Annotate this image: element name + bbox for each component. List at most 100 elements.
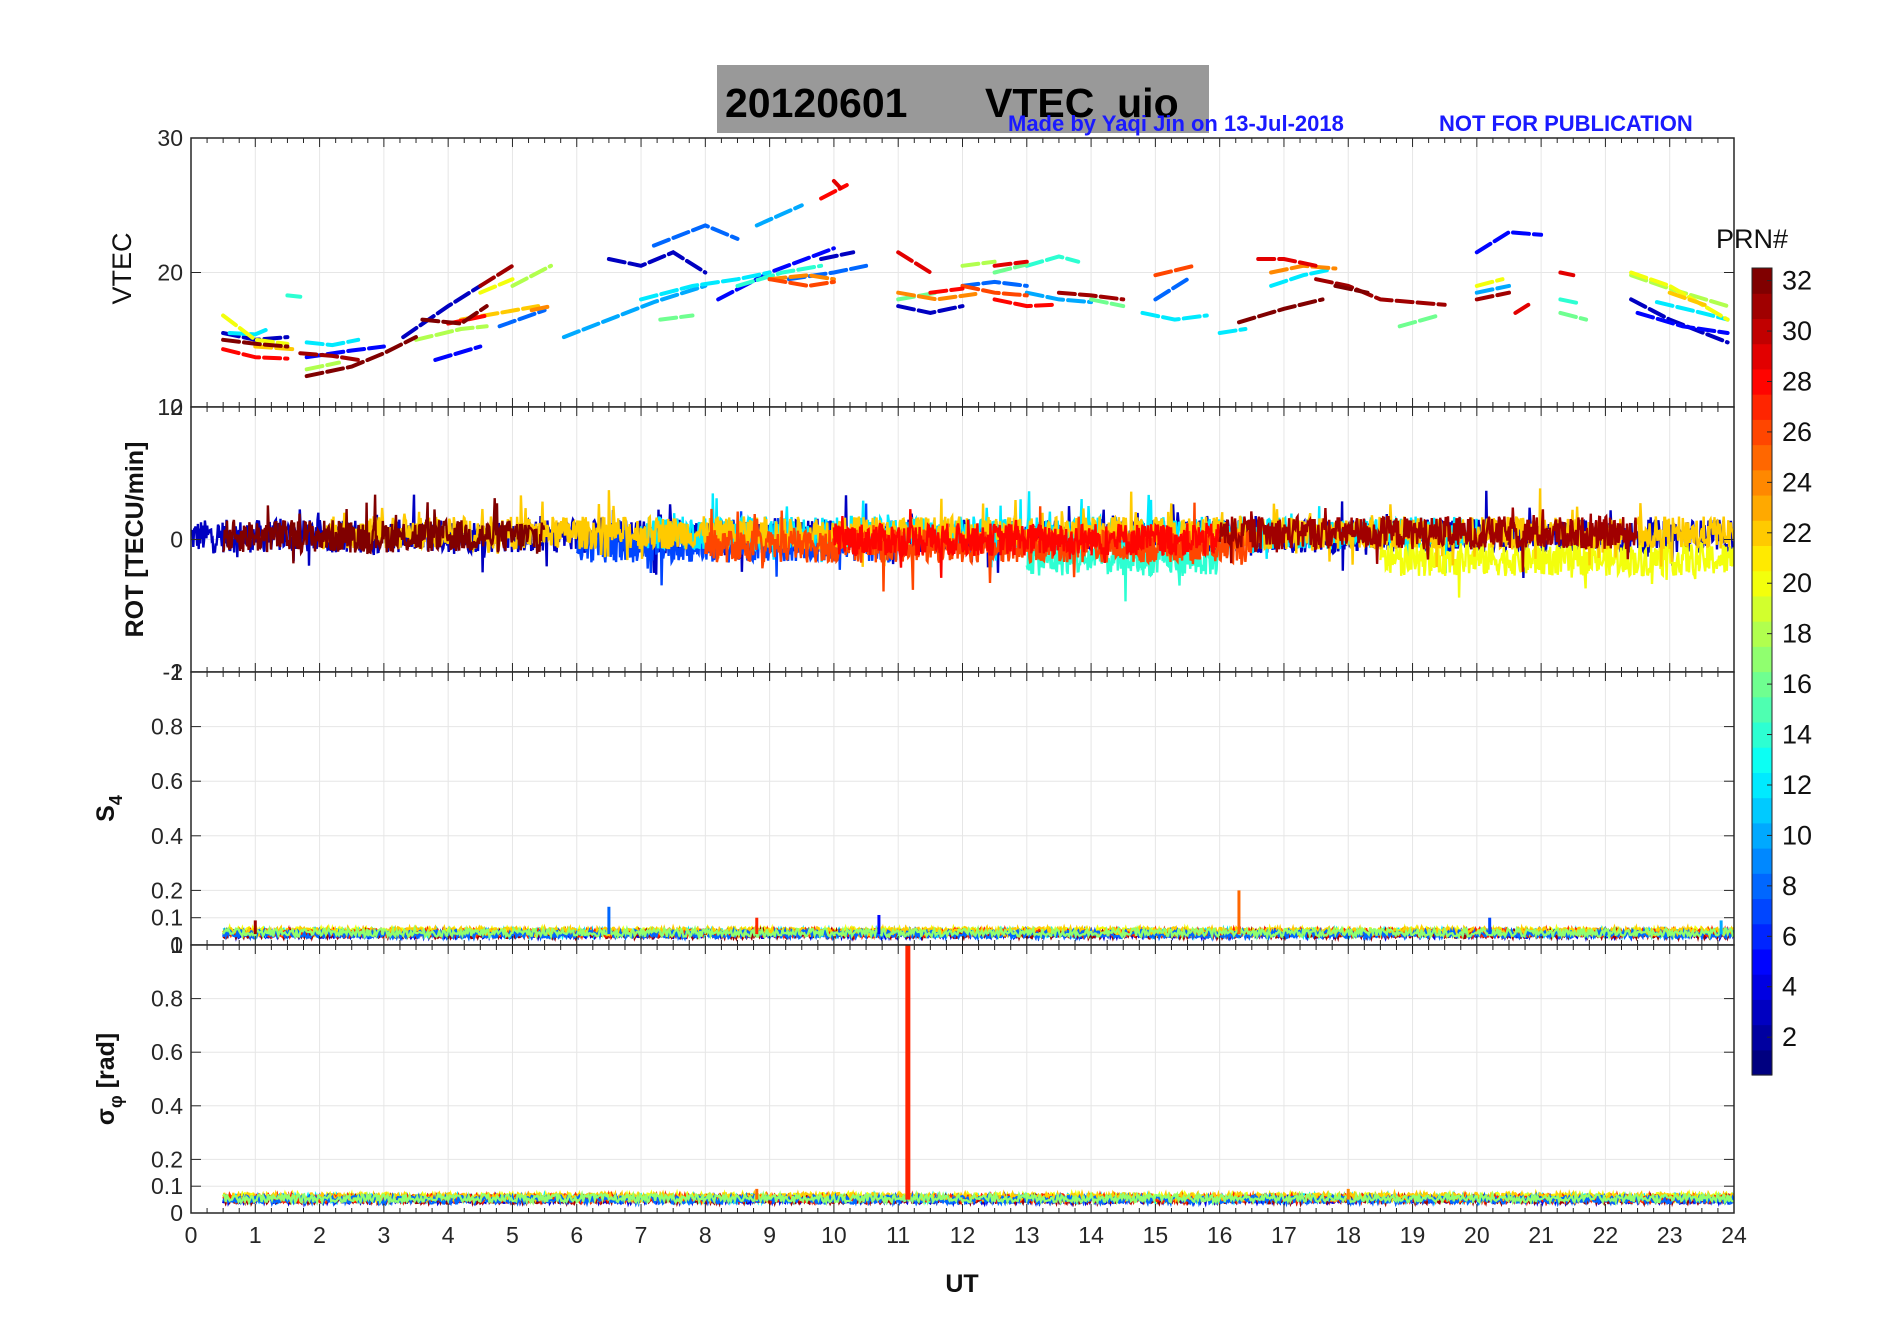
vtec-prn-28-arc	[819, 183, 849, 201]
sigphi-ytick-label: 0.1	[151, 1173, 183, 1199]
colorbar-tick-label: 6	[1782, 921, 1797, 951]
colorbar-swatch	[1752, 747, 1772, 773]
vtec-prn-32-arc	[221, 337, 290, 349]
vtec-prn-26-arc	[960, 283, 1029, 298]
s4-ylabel-main: S	[92, 805, 120, 822]
vtec-ytick-label: 20	[157, 260, 183, 286]
x-tick-label: 19	[1400, 1222, 1426, 1248]
sigphi-ylabel-suffix: [rad]	[92, 1033, 120, 1096]
vtec-prn-5-arc	[433, 344, 483, 362]
x-axis: 0 1 2 3 4 5 6 7 8 9 10 11 12 13 14 15 16 17 18 19 20 21 22 23 24	[185, 1222, 1747, 1248]
rot-prn-31-trace	[1218, 507, 1639, 572]
vtec-prn-3-arc	[896, 304, 965, 315]
x-tick-label: 12	[950, 1222, 976, 1248]
colorbar-swatch	[1752, 721, 1772, 748]
vtec-prn-12-arc	[1217, 327, 1248, 335]
vtec-prn-24-arc	[529, 304, 553, 313]
vtec-prn-14-arc	[1558, 297, 1582, 306]
vtec-prn-28-arc	[221, 347, 290, 361]
x-tick-label: 22	[1593, 1222, 1619, 1248]
rot-prn-28-trace	[832, 509, 1221, 578]
colorbar-swatch	[1752, 646, 1772, 673]
colorbar-swatch	[1752, 898, 1772, 925]
colorbar-tick-label: 2	[1782, 1022, 1797, 1052]
colorbar-swatch	[1752, 848, 1772, 874]
colorbar-swatch	[1752, 671, 1772, 698]
vtec-prn-3-arc	[606, 250, 708, 275]
s4-ytick-label: 1	[170, 659, 183, 685]
vtec-prn-5-arc	[1635, 310, 1730, 335]
colorbar-swatch	[1752, 772, 1772, 799]
vtec-prn-22-arc	[1667, 290, 1711, 309]
rot-ylabel: ROT [TECU/min]	[121, 442, 149, 638]
vtec-prn-16-arc	[658, 313, 695, 322]
panel-vtec: 10 20 30 VTEC	[107, 125, 1735, 420]
vtec-prn-29-arc	[1256, 257, 1319, 268]
vtec-prn-12-arc	[1140, 310, 1209, 322]
x-tick-label: 17	[1271, 1222, 1297, 1248]
colorbar-tick-label: 8	[1782, 871, 1797, 901]
colorbar-swatch	[1752, 999, 1772, 1026]
vtec-ytick-label: 30	[157, 125, 183, 151]
vtec-prn-20-arc	[221, 313, 290, 346]
vtec-prn-16-arc	[1089, 297, 1126, 309]
title-station: VTEC uio	[985, 80, 1179, 126]
colorbar-tick-label: 24	[1782, 467, 1812, 497]
vtec-prn-29-arc	[831, 179, 843, 190]
x-tick-label: 3	[377, 1222, 390, 1248]
vtec-prn-29-arc	[896, 250, 933, 275]
vtec-prn-24-arc	[896, 290, 978, 302]
vtec-prn-14-arc	[735, 263, 824, 288]
x-tick-label: 24	[1721, 1222, 1747, 1248]
vtec-prn-3-arc	[819, 250, 856, 261]
vtec-prn-12-arc	[227, 327, 271, 337]
vtec-ytick-label: 10	[157, 394, 183, 420]
vtec-prn-12-arc	[1654, 300, 1730, 322]
rot-prn-20-trace	[1379, 524, 1734, 598]
vtec-prn-18-arc	[414, 324, 489, 342]
x-tick-label: 6	[570, 1222, 583, 1248]
sigphi-ytick-label: 0.6	[151, 1039, 183, 1065]
colorbar-swatch	[1752, 595, 1772, 622]
colorbar-tick-label: 4	[1782, 972, 1797, 1002]
colorbar-swatch	[1752, 394, 1772, 420]
colorbar-swatch	[1752, 343, 1772, 370]
vtec-prn-20-arc	[1629, 270, 1730, 322]
colorbar-tick-label: 14	[1782, 720, 1812, 750]
rot-prn-32-trace	[221, 494, 546, 564]
vtec-prn-18-arc	[510, 263, 553, 288]
rot-ytick-label: -2	[163, 659, 183, 685]
x-tick-label: 18	[1335, 1222, 1361, 1248]
x-tick-label: 13	[1014, 1222, 1040, 1248]
vtec-ylabel: VTEC	[107, 232, 137, 304]
colorbar-tick-label: 16	[1782, 669, 1812, 699]
vtec-prn-26-arc	[767, 277, 836, 288]
colorbar-tick-label: 28	[1782, 366, 1812, 396]
x-tick-label: 15	[1143, 1222, 1169, 1248]
vtec-prn-20-arc	[1474, 277, 1505, 288]
vtec-prn-10-arc	[754, 203, 804, 228]
x-axis-label: UT	[945, 1270, 978, 1298]
vtec-prn-24-arc	[767, 273, 836, 282]
s4-ylabel-sub: 4	[106, 795, 126, 805]
vtec-prn-31-arc	[1474, 290, 1511, 302]
colorbar-tick-label: 30	[1782, 316, 1812, 346]
s4-ytick-label: 0.6	[151, 768, 183, 794]
colorbar-tick-label: 12	[1782, 770, 1812, 800]
vtec-prn-28-arc	[992, 297, 1055, 309]
colorbar-swatch	[1752, 1049, 1772, 1076]
sigphi-ylabel: σφ [rad]	[92, 1033, 126, 1126]
x-tick-label: 5	[506, 1222, 519, 1248]
x-tick-label: 21	[1528, 1222, 1554, 1248]
s4-ylabel: S4	[92, 795, 126, 822]
panel-s4: 00.10.2 0.4 0.6 0.8 1 S4	[92, 659, 1735, 958]
colorbar-swatch	[1752, 974, 1772, 1000]
x-tick-label: 7	[635, 1222, 648, 1248]
colorbar-tick-label: 20	[1782, 568, 1812, 598]
sigphi-ytick-label: 0.4	[151, 1093, 183, 1119]
rot-data	[191, 488, 1734, 602]
vtec-prn-18-arc	[1629, 273, 1730, 309]
vtec-prn-3-arc	[401, 283, 483, 340]
vtec-prn-18-arc	[304, 360, 341, 372]
